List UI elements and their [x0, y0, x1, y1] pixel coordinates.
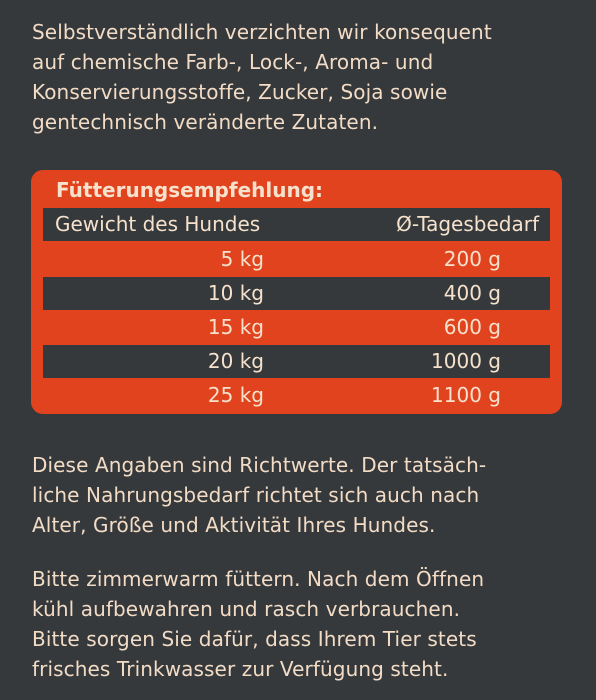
row-weight: 15 kg — [207, 315, 264, 339]
table-row: 20 kg 1000 g — [43, 345, 550, 378]
feeding-recommendation-box: Fütterungsempfehlung: Gewicht des Hundes… — [31, 170, 562, 414]
row-amount: 600 g — [443, 315, 501, 339]
row-weight: 5 kg — [220, 247, 264, 271]
table-row: 15 kg 600 g — [43, 311, 550, 344]
row-amount: 1100 g — [431, 383, 501, 407]
row-weight: 25 kg — [207, 383, 264, 407]
row-weight: 20 kg — [207, 349, 264, 373]
feeding-title: Fütterungsempfehlung: — [56, 178, 324, 202]
table-row: 10 kg 400 g — [43, 277, 550, 310]
table-row: 25 kg 1100 g — [43, 379, 550, 412]
row-amount: 1000 g — [431, 349, 501, 373]
feeding-table-header: Gewicht des Hundes Ø-Tagesbedarf — [43, 208, 550, 241]
care-instructions-paragraph: Bitte zimmerwarm füttern. Nach dem Öffne… — [32, 567, 485, 681]
header-weight: Gewicht des Hundes — [55, 212, 261, 236]
intro-paragraph: Selbstverständlich verzichten wir konseq… — [32, 20, 492, 134]
table-row: 5 kg 200 g — [43, 243, 550, 276]
row-weight: 10 kg — [207, 281, 264, 305]
guideline-note-paragraph: Diese Angaben sind Richtwerte. Der tatsä… — [32, 453, 487, 537]
row-amount: 200 g — [443, 247, 501, 271]
row-amount: 400 g — [443, 281, 501, 305]
header-daily-amount: Ø-Tagesbedarf — [396, 212, 539, 236]
